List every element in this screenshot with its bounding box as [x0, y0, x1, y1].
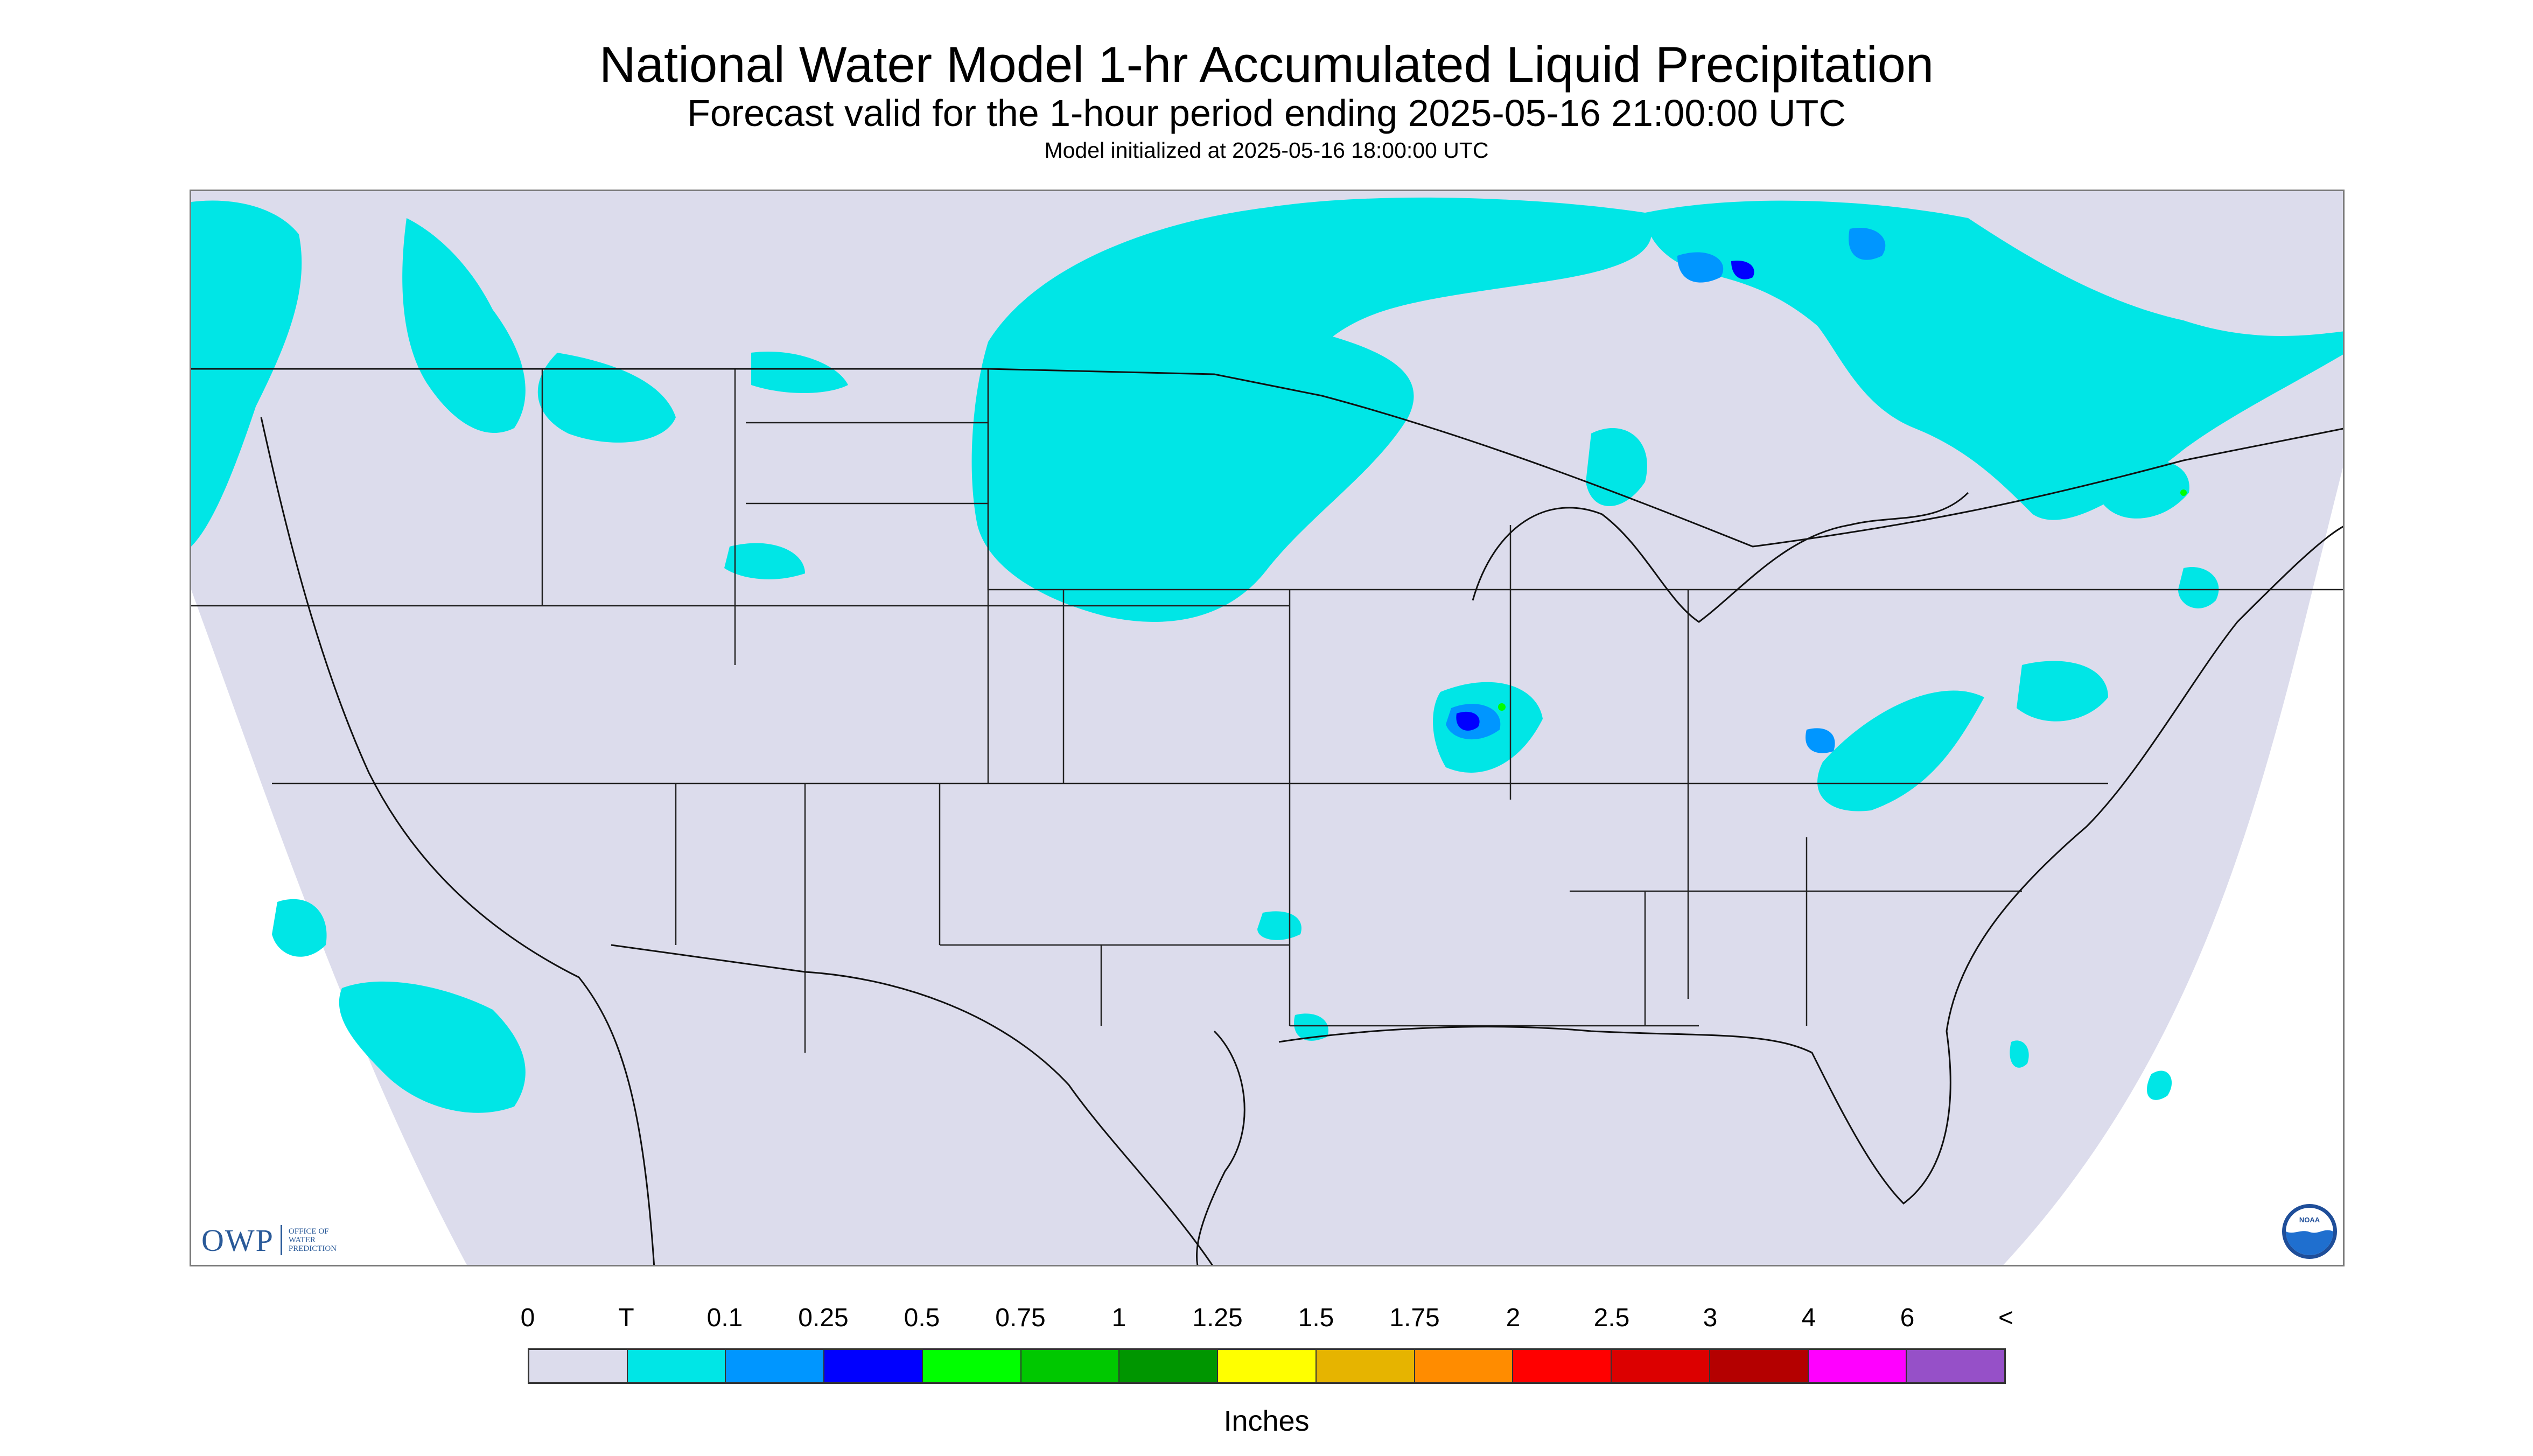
legend-swatch	[1021, 1350, 1120, 1382]
legend-label: <	[1998, 1304, 2014, 1332]
forecast-valid-line: Forecast valid for the 1-hour period end…	[687, 92, 1846, 134]
legend-swatch	[1218, 1350, 1317, 1382]
model-init-line: Model initialized at 2025-05-16 18:00:00…	[1044, 138, 1489, 163]
legend-label: 3	[1703, 1304, 1718, 1332]
noaa-logo: NOAA	[2282, 1204, 2337, 1259]
legend-swatch	[1710, 1350, 1809, 1382]
legend-swatch	[922, 1350, 1021, 1382]
owp-logo-divider	[280, 1225, 282, 1255]
coastlines	[260, 417, 2343, 1265]
legend-label: 0	[520, 1304, 535, 1332]
precipitation-map	[190, 190, 2345, 1266]
legend-swatch	[1612, 1350, 1710, 1382]
legend-label: T	[618, 1304, 634, 1332]
legend-label: 1	[1111, 1304, 1126, 1332]
legend-label: 6	[1900, 1304, 1915, 1332]
precip-green-spots	[1498, 489, 2187, 711]
legend-label: 1.5	[1298, 1304, 1334, 1332]
precip-blue-cores	[1456, 261, 1754, 731]
map-canvas	[191, 191, 2343, 1265]
legend-label: 4	[1801, 1304, 1816, 1332]
noaa-logo-text: NOAA	[2299, 1216, 2320, 1224]
legend-swatch	[1119, 1350, 1219, 1382]
map-title: National Water Model 1-hr Accumulated Li…	[599, 36, 1934, 93]
legend-swatch	[1513, 1350, 1612, 1382]
legend-swatch	[1907, 1350, 2005, 1382]
precip-trace-areas	[191, 197, 2343, 1113]
legend-swatch	[726, 1350, 825, 1382]
legend-label: 0.75	[995, 1304, 1046, 1332]
legend-swatch	[529, 1350, 628, 1382]
national-boundaries	[191, 368, 2343, 1265]
legend-swatch	[1808, 1350, 1907, 1382]
legend-labels: 0 T 0.1 0.25 0.5 0.75 1 1.25 1.5 1.75 2 2.5 3 4 6 <	[521, 1303, 2013, 1335]
legend-colorbar	[528, 1348, 2006, 1384]
legend-swatch	[824, 1350, 923, 1382]
legend-label: 1.75	[1389, 1304, 1440, 1332]
legend-swatch	[1415, 1350, 1514, 1382]
legend-units: Inches	[1223, 1405, 1310, 1437]
legend-label: 1.25	[1192, 1304, 1243, 1332]
model-domain	[191, 191, 2343, 1265]
legend-label: 2.5	[1593, 1304, 1630, 1332]
legend-swatch	[1316, 1350, 1415, 1382]
legend-label: 0.25	[798, 1304, 849, 1332]
owp-logo: OWP OFFICE OF WATER PREDICTION	[201, 1221, 364, 1259]
owp-logo-mark: OWP	[201, 1222, 274, 1258]
legend-swatch	[627, 1350, 726, 1382]
owp-logo-text: OFFICE OF WATER PREDICTION	[288, 1227, 337, 1253]
legend-label: 0.1	[706, 1304, 743, 1332]
legend-label: 2	[1506, 1304, 1521, 1332]
legend-label: 0.5	[904, 1304, 940, 1332]
